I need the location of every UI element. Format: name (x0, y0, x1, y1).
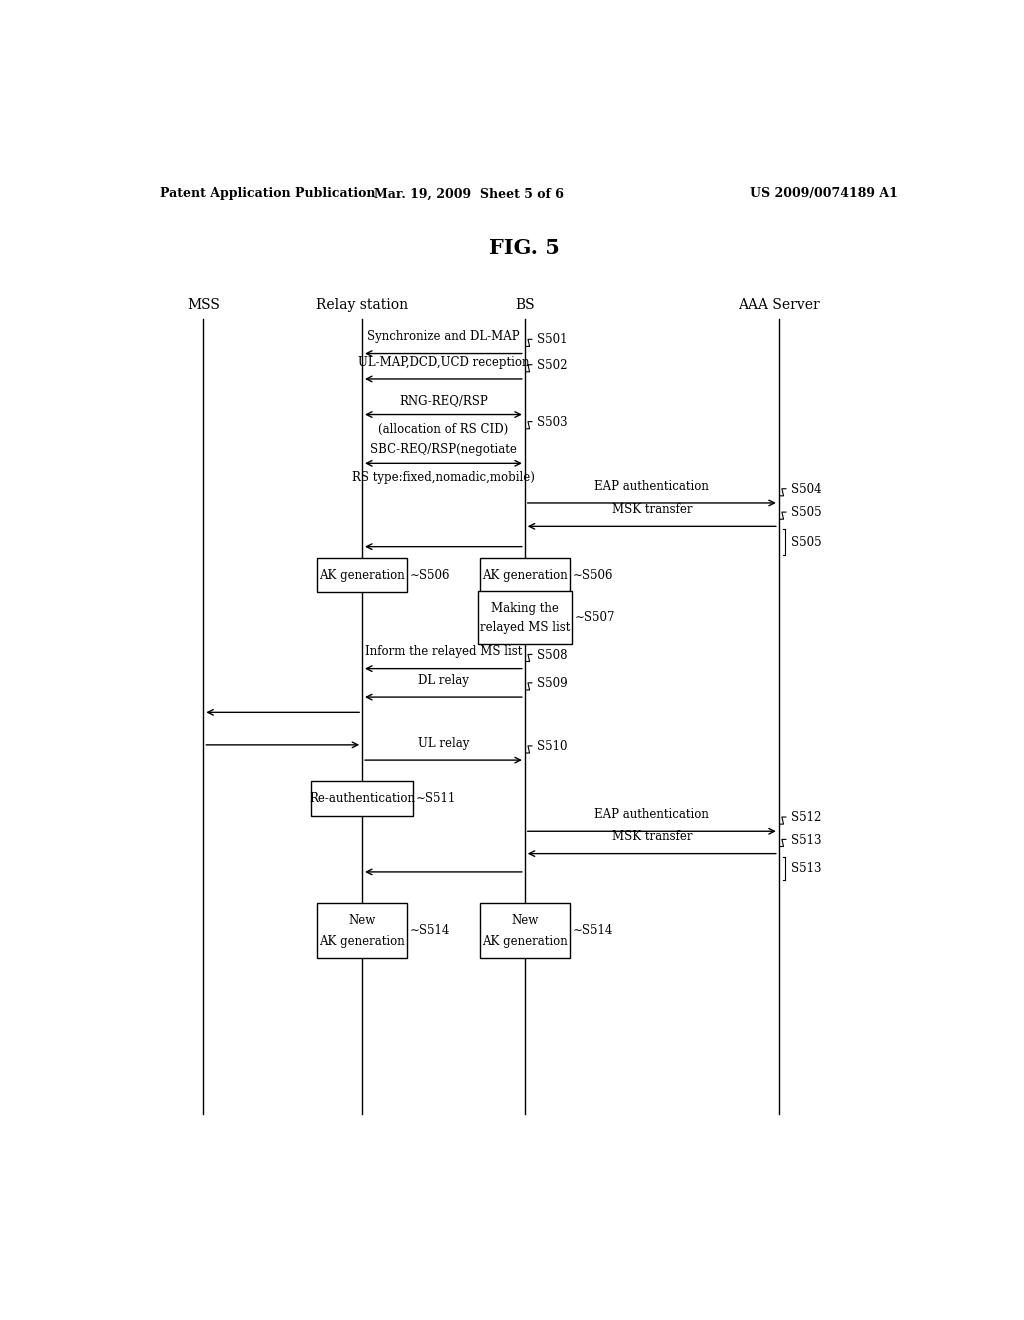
Text: S513: S513 (791, 833, 821, 846)
Text: AK generation: AK generation (319, 935, 404, 948)
Text: S508: S508 (537, 648, 567, 661)
Text: Relay station: Relay station (316, 298, 409, 312)
Text: S503: S503 (537, 416, 567, 429)
Text: ∼S514: ∼S514 (572, 924, 612, 937)
Text: US 2009/0074189 A1: US 2009/0074189 A1 (750, 187, 898, 201)
Text: (allocation of RS CID): (allocation of RS CID) (378, 422, 509, 436)
Text: ∼S506: ∼S506 (572, 569, 613, 582)
Text: Re-authentication: Re-authentication (309, 792, 415, 805)
FancyBboxPatch shape (479, 903, 570, 958)
Text: BS: BS (515, 298, 535, 312)
Text: AK generation: AK generation (319, 569, 404, 582)
Text: DL relay: DL relay (418, 675, 469, 686)
Text: UL-MAP,DCD,UCD reception: UL-MAP,DCD,UCD reception (357, 356, 529, 368)
Text: Mar. 19, 2009  Sheet 5 of 6: Mar. 19, 2009 Sheet 5 of 6 (375, 187, 564, 201)
Text: ∼S514: ∼S514 (410, 924, 451, 937)
Text: MSS: MSS (187, 298, 220, 312)
Text: New: New (511, 915, 539, 927)
Text: New: New (348, 915, 376, 927)
Text: Inform the relayed MS list: Inform the relayed MS list (365, 645, 522, 659)
Text: UL relay: UL relay (418, 737, 469, 750)
Text: S513: S513 (792, 862, 822, 875)
Text: ∼S506: ∼S506 (410, 569, 451, 582)
Text: S505: S505 (792, 536, 822, 549)
Text: S502: S502 (537, 359, 567, 372)
Text: ∼S507: ∼S507 (574, 611, 614, 624)
Text: RNG-REQ/RSP: RNG-REQ/RSP (399, 393, 487, 407)
Text: S501: S501 (537, 334, 567, 346)
Text: S510: S510 (537, 741, 567, 752)
Text: EAP authentication: EAP authentication (594, 808, 710, 821)
FancyBboxPatch shape (479, 558, 570, 593)
Text: relayed MS list: relayed MS list (479, 622, 570, 634)
Text: S505: S505 (791, 507, 821, 519)
Text: S504: S504 (791, 483, 821, 496)
Text: S509: S509 (537, 677, 567, 690)
FancyBboxPatch shape (477, 591, 572, 644)
FancyBboxPatch shape (316, 903, 408, 958)
Text: S512: S512 (791, 812, 821, 824)
Text: AK generation: AK generation (482, 569, 567, 582)
Text: AK generation: AK generation (482, 935, 567, 948)
FancyBboxPatch shape (316, 558, 408, 593)
Text: AAA Server: AAA Server (738, 298, 819, 312)
Text: FIG. 5: FIG. 5 (489, 238, 560, 257)
Text: Synchronize and DL-MAP: Synchronize and DL-MAP (368, 330, 520, 343)
Text: ∼S511: ∼S511 (416, 792, 456, 805)
Text: EAP authentication: EAP authentication (594, 479, 710, 492)
Text: SBC-REQ/RSP(negotiate: SBC-REQ/RSP(negotiate (370, 442, 517, 455)
FancyBboxPatch shape (311, 781, 414, 816)
Text: MSK transfer: MSK transfer (611, 830, 692, 843)
Text: Making the: Making the (490, 602, 559, 615)
Text: RS type:fixed,nomadic,mobile): RS type:fixed,nomadic,mobile) (352, 471, 535, 484)
Text: MSK transfer: MSK transfer (611, 503, 692, 516)
Text: Patent Application Publication: Patent Application Publication (160, 187, 375, 201)
